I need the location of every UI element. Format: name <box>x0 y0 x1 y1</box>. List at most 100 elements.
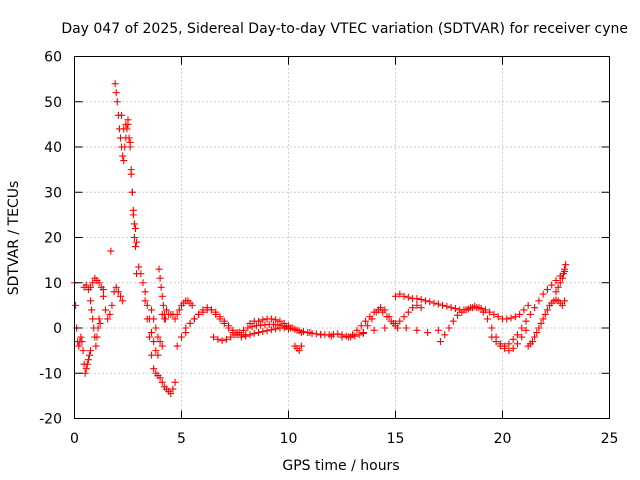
data-series <box>133 263 179 398</box>
data-point <box>274 321 282 329</box>
data-point <box>150 338 158 346</box>
data-point <box>451 305 459 313</box>
data-point <box>263 327 271 335</box>
data-point <box>293 326 301 334</box>
data-point <box>92 342 100 350</box>
data-point <box>141 297 149 305</box>
data-point <box>169 385 177 393</box>
x-tick-label: 25 <box>601 431 619 447</box>
data-point <box>84 356 92 364</box>
data-point <box>396 317 404 325</box>
data-point <box>276 317 284 325</box>
data-point <box>528 338 536 346</box>
data-series <box>359 304 402 337</box>
data-point <box>327 332 335 340</box>
data-series <box>158 297 196 323</box>
data-point <box>95 279 103 287</box>
data-point <box>173 310 181 318</box>
data-point <box>533 329 541 337</box>
data-point <box>95 315 103 323</box>
data-point <box>404 308 412 316</box>
data-point <box>72 301 80 309</box>
data-point <box>522 326 530 334</box>
data-point <box>562 261 570 269</box>
x-tick-label: 0 <box>70 431 79 447</box>
data-point <box>158 342 166 350</box>
data-point <box>81 369 89 377</box>
data-point <box>377 304 385 312</box>
data-point <box>235 329 243 337</box>
data-point <box>449 317 457 325</box>
data-point <box>133 238 141 246</box>
data-point <box>122 134 130 142</box>
data-point <box>466 304 474 312</box>
data-point <box>242 332 250 340</box>
data-point <box>295 347 303 355</box>
data-point <box>259 328 267 336</box>
data-point <box>130 220 138 228</box>
axes: 0 5 10 15 20 25 -20 -10 0 10 20 30 40 50 60 <box>39 50 618 448</box>
data-point <box>259 316 267 324</box>
data-point <box>417 304 425 312</box>
data-point <box>561 297 569 305</box>
data-point <box>267 315 275 323</box>
data-point <box>338 333 346 341</box>
data-point <box>357 322 365 330</box>
data-point <box>445 324 453 332</box>
data-point <box>89 315 97 323</box>
data-point <box>413 301 421 309</box>
data-point <box>99 292 107 300</box>
data-point <box>82 281 90 289</box>
data-point <box>94 324 102 332</box>
data-point <box>171 315 179 323</box>
data-point <box>143 301 151 309</box>
data-point <box>317 331 325 339</box>
data-point <box>186 319 194 327</box>
data-series <box>79 347 95 377</box>
data-point <box>368 315 376 323</box>
data-point <box>156 374 164 382</box>
data-point <box>124 120 132 128</box>
data-point <box>214 335 222 343</box>
chart-title: Day 047 of 2025, Sidereal Day-to-day VTE… <box>61 21 628 37</box>
data-point <box>441 331 449 339</box>
data-point <box>150 365 158 373</box>
data-point <box>537 319 545 327</box>
x-tick-label: 5 <box>177 431 186 447</box>
data-point <box>516 310 524 318</box>
data-series <box>107 247 115 255</box>
data-series <box>148 306 166 350</box>
data-point <box>334 330 342 338</box>
data-point <box>522 317 530 325</box>
data-series <box>118 111 139 232</box>
data-point <box>543 286 551 294</box>
data-point <box>267 326 275 334</box>
data-point <box>471 302 479 310</box>
data-point <box>353 326 361 334</box>
data-series <box>111 80 141 251</box>
data-point <box>381 306 389 314</box>
data-point <box>171 378 179 386</box>
y-tick-label: 10 <box>44 276 62 292</box>
data-point <box>255 317 263 325</box>
data-point <box>541 310 549 318</box>
data-point <box>417 295 425 303</box>
data-point <box>484 315 492 323</box>
data-point <box>535 297 543 305</box>
data-point <box>148 306 156 314</box>
data-point <box>539 290 547 298</box>
data-point <box>559 270 567 278</box>
data-point <box>488 324 496 332</box>
data-point <box>372 308 380 316</box>
data-point <box>389 319 397 327</box>
data-point <box>158 292 166 300</box>
data-point <box>175 306 183 314</box>
data-point <box>139 279 147 287</box>
data-point <box>137 270 145 278</box>
data-point <box>106 310 114 318</box>
data-point <box>558 274 566 282</box>
y-tick-label: 30 <box>44 185 62 201</box>
data-point <box>212 310 220 318</box>
data-points <box>71 80 570 398</box>
data-point <box>349 331 357 339</box>
